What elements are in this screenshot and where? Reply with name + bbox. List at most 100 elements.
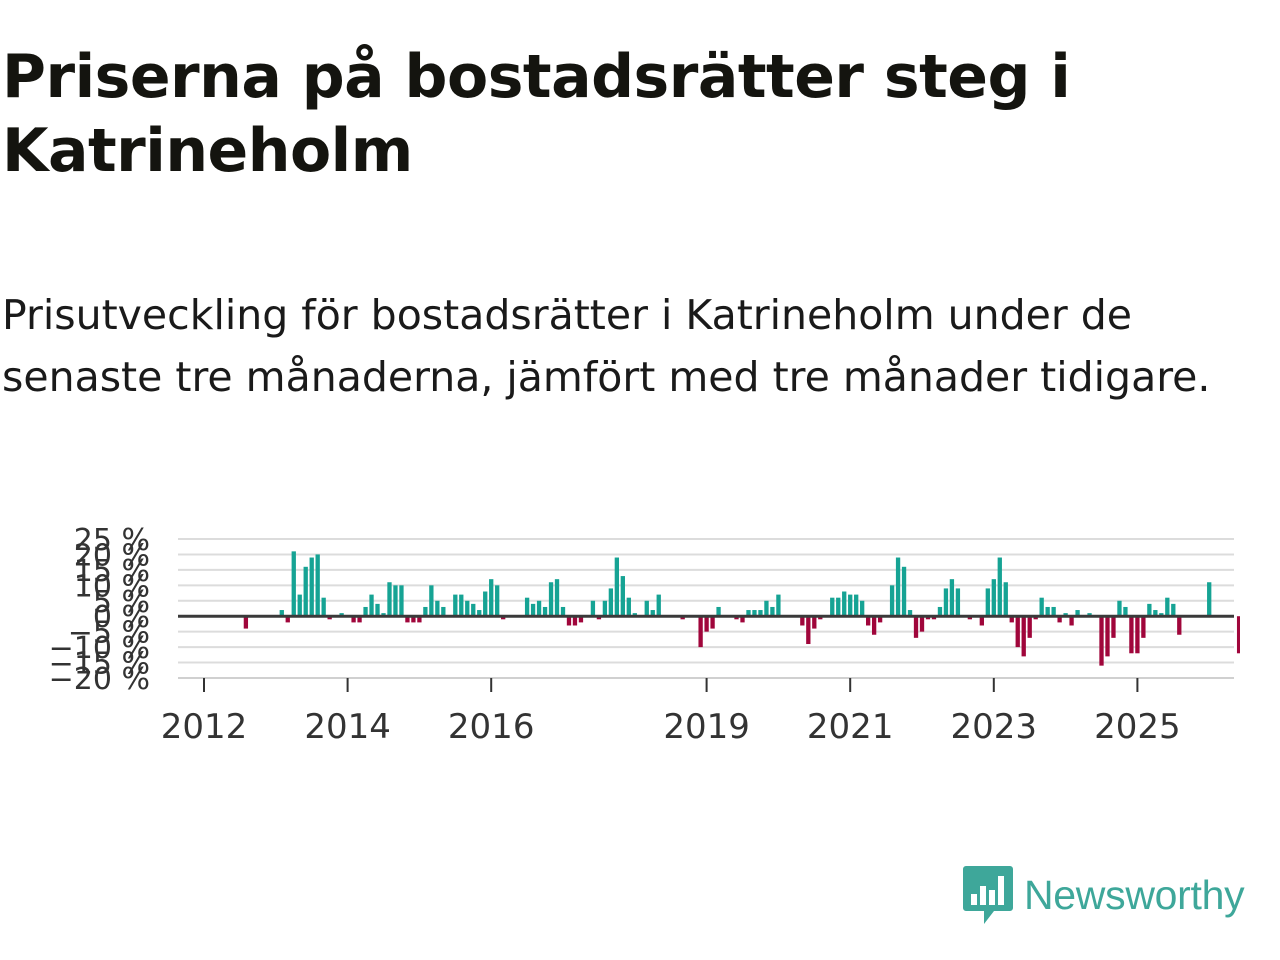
bar [608, 588, 614, 617]
bar [417, 616, 422, 623]
bar [979, 616, 984, 626]
chart: 25 %20 %15 %10 %5 %0 %−5 %−10 %−15 %−20 … [49, 523, 1240, 747]
bar [997, 557, 1002, 617]
bar [1021, 616, 1026, 657]
bar [1153, 610, 1158, 617]
bar [650, 610, 655, 617]
bar [321, 597, 326, 617]
bar [931, 616, 937, 620]
bar [919, 616, 925, 632]
bar [776, 594, 781, 617]
bar [1015, 616, 1020, 648]
bar [381, 613, 386, 617]
bar [560, 606, 566, 617]
bar [399, 585, 404, 617]
newsworthy-logo-icon [963, 866, 1013, 924]
bar [1236, 616, 1240, 654]
bar [375, 603, 380, 617]
page-title: Priserna på bostadsrätter steg i Katrine… [2, 42, 1071, 186]
bar [818, 616, 823, 620]
x-axis-ticks: 2012 2014 2016 2019 2021 2023 2025 [161, 678, 1181, 747]
bar [297, 594, 302, 617]
bar [483, 591, 488, 617]
bar [991, 579, 996, 617]
y-axis-labels: 25 %20 %15 %10 %5 %0 %−5 %−10 %−15 %−20 … [49, 523, 150, 697]
bar [357, 616, 362, 623]
x-tick-label: 2023 [951, 707, 1038, 747]
bar [746, 610, 751, 617]
y-tick-label: 5 % [93, 585, 150, 620]
bar [1039, 597, 1044, 617]
bar [836, 597, 841, 617]
brand-name: Newsworthy [1024, 871, 1245, 918]
bar [1075, 610, 1080, 617]
bar [548, 582, 554, 617]
bar [734, 616, 739, 620]
bar [501, 616, 506, 620]
bar [854, 594, 859, 617]
bar [614, 557, 620, 617]
bar [800, 616, 805, 626]
bar [578, 616, 584, 623]
bar [943, 588, 949, 617]
bar [812, 616, 817, 629]
bar [889, 585, 895, 617]
bar [1129, 616, 1134, 654]
y-tick-label: −15 % [49, 647, 150, 682]
bar [1147, 603, 1152, 617]
y-tick-label: 20 % [74, 538, 150, 573]
bar [471, 603, 476, 617]
bar [327, 616, 332, 620]
bar [985, 588, 990, 617]
bar [285, 616, 290, 623]
bar [632, 613, 637, 617]
bar [806, 616, 811, 645]
bar [895, 557, 901, 617]
y-tick-label: −20 % [49, 662, 150, 697]
y-tick-label: 25 % [74, 523, 150, 558]
bar [1123, 606, 1128, 617]
bar [1027, 616, 1032, 638]
bar [554, 579, 560, 617]
bar [572, 616, 578, 626]
bar [871, 616, 877, 635]
bar [1105, 616, 1110, 657]
x-tick-label: 2016 [448, 707, 535, 747]
y-tick-label: 0 % [93, 600, 150, 635]
bar [644, 600, 649, 617]
bar [1003, 582, 1008, 617]
bar [1111, 616, 1116, 638]
bar [1033, 616, 1038, 620]
bar [393, 585, 398, 617]
bar [770, 606, 775, 617]
bar [369, 594, 374, 617]
bar [1171, 603, 1176, 617]
bar [1009, 616, 1014, 623]
bar [315, 554, 320, 617]
bar [495, 585, 500, 617]
bar [1045, 606, 1050, 617]
bar [303, 566, 308, 617]
bar [740, 616, 745, 623]
page-subtitle: Prisutveckling för bostadsrätter i Katri… [2, 291, 1211, 401]
y-tick-label: 10 % [74, 569, 150, 604]
bar [423, 606, 428, 617]
bar [907, 610, 913, 617]
bar [848, 594, 853, 617]
bar [1117, 600, 1122, 617]
y-tick-label: −5 % [68, 616, 150, 651]
bar [620, 576, 625, 617]
bar [842, 591, 847, 617]
bar [698, 616, 703, 648]
x-tick-label: 2019 [663, 707, 750, 747]
bar [1177, 616, 1182, 635]
bar [1159, 613, 1164, 617]
newsworthy-logo: Newsworthy [962, 862, 1245, 928]
bar [710, 616, 715, 629]
bar [429, 585, 434, 617]
bar [925, 616, 931, 620]
bar [309, 557, 314, 617]
x-tick-label: 2021 [807, 707, 894, 747]
bar [967, 616, 973, 620]
bar [363, 606, 368, 617]
